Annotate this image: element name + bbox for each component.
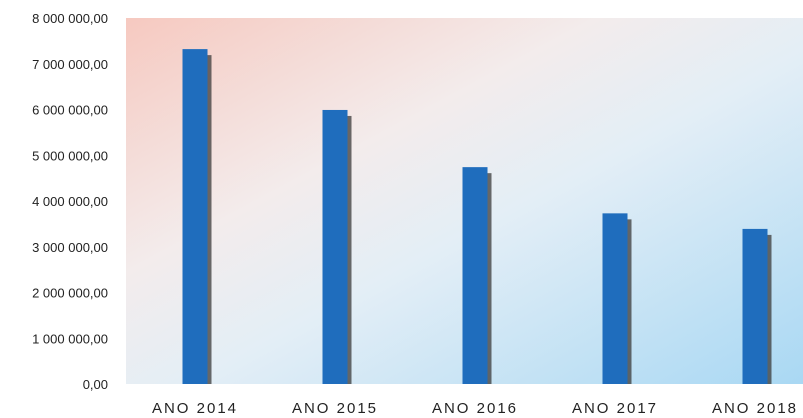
x-tick-label: ANO 2014 bbox=[152, 400, 238, 417]
y-tick-label: 8 000 000,00 bbox=[32, 11, 108, 26]
bar bbox=[462, 167, 488, 384]
y-tick-label: 4 000 000,00 bbox=[32, 194, 108, 209]
y-axis: 0,00 1 000 000,00 2 000 000,00 3 000 000,00… bbox=[32, 11, 108, 392]
bar-series bbox=[182, 49, 772, 385]
y-tick-label: 6 000 000,00 bbox=[32, 103, 108, 118]
x-tick-label: ANO 2018 bbox=[712, 400, 798, 417]
bar bbox=[742, 228, 768, 384]
bar bbox=[602, 213, 628, 384]
y-tick-label: 2 000 000,00 bbox=[32, 286, 108, 301]
y-tick-label: 5 000 000,00 bbox=[32, 148, 108, 163]
y-tick-label: 3 000 000,00 bbox=[32, 240, 108, 255]
x-tick-label: ANO 2016 bbox=[432, 400, 518, 417]
y-tick-label: 1 000 000,00 bbox=[32, 331, 108, 346]
bar bbox=[322, 109, 348, 385]
bar bbox=[182, 49, 208, 385]
x-tick-label: ANO 2017 bbox=[572, 400, 658, 417]
x-axis: ANO 2014 ANO 2015 ANO 2016 ANO 2017 ANO 2018 bbox=[152, 400, 798, 417]
y-tick-label: 7 000 000,00 bbox=[32, 57, 108, 72]
y-tick-label: 0,00 bbox=[83, 377, 108, 392]
x-tick-label: ANO 2015 bbox=[292, 400, 378, 417]
